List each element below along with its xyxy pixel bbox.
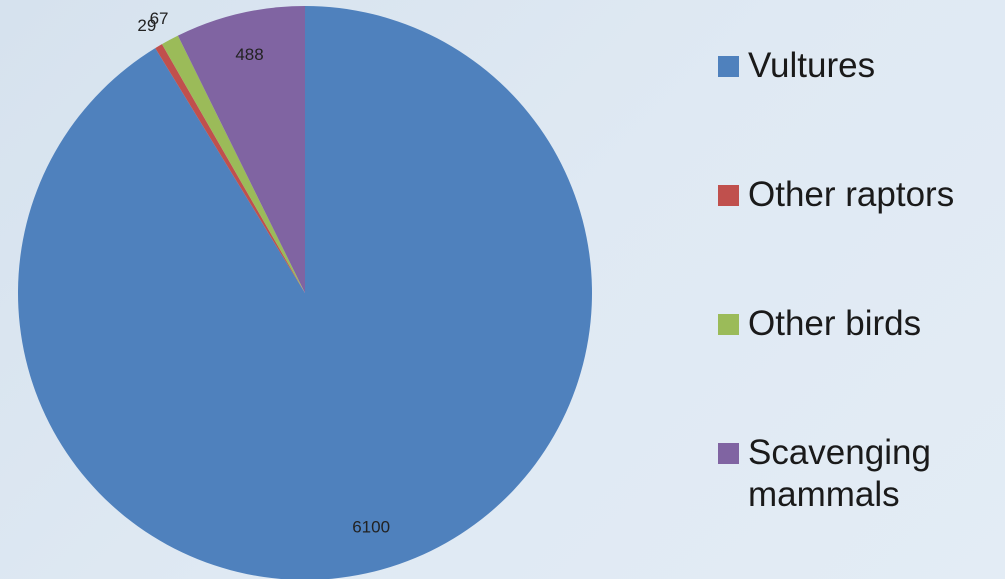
legend-swatch: [718, 314, 739, 335]
legend-label: Vultures: [748, 45, 998, 87]
legend-item: Other birds: [718, 303, 998, 345]
data-label: 6100: [352, 517, 390, 536]
legend-swatch: [718, 185, 739, 206]
legend-label: Other raptors: [748, 174, 998, 216]
legend-item: Other raptors: [718, 174, 998, 216]
data-label: 67: [150, 9, 169, 28]
legend-label: Scavenging mammals: [748, 432, 998, 516]
legend-swatch: [718, 56, 739, 77]
page: {"chart_data": {"type": "pie", "categori…: [0, 0, 1005, 579]
legend-item: Vultures: [718, 45, 998, 87]
data-label: 488: [235, 45, 263, 64]
legend-swatch: [718, 443, 739, 464]
legend-label: Other birds: [748, 303, 998, 345]
legend-item: Scavenging mammals: [718, 432, 998, 516]
